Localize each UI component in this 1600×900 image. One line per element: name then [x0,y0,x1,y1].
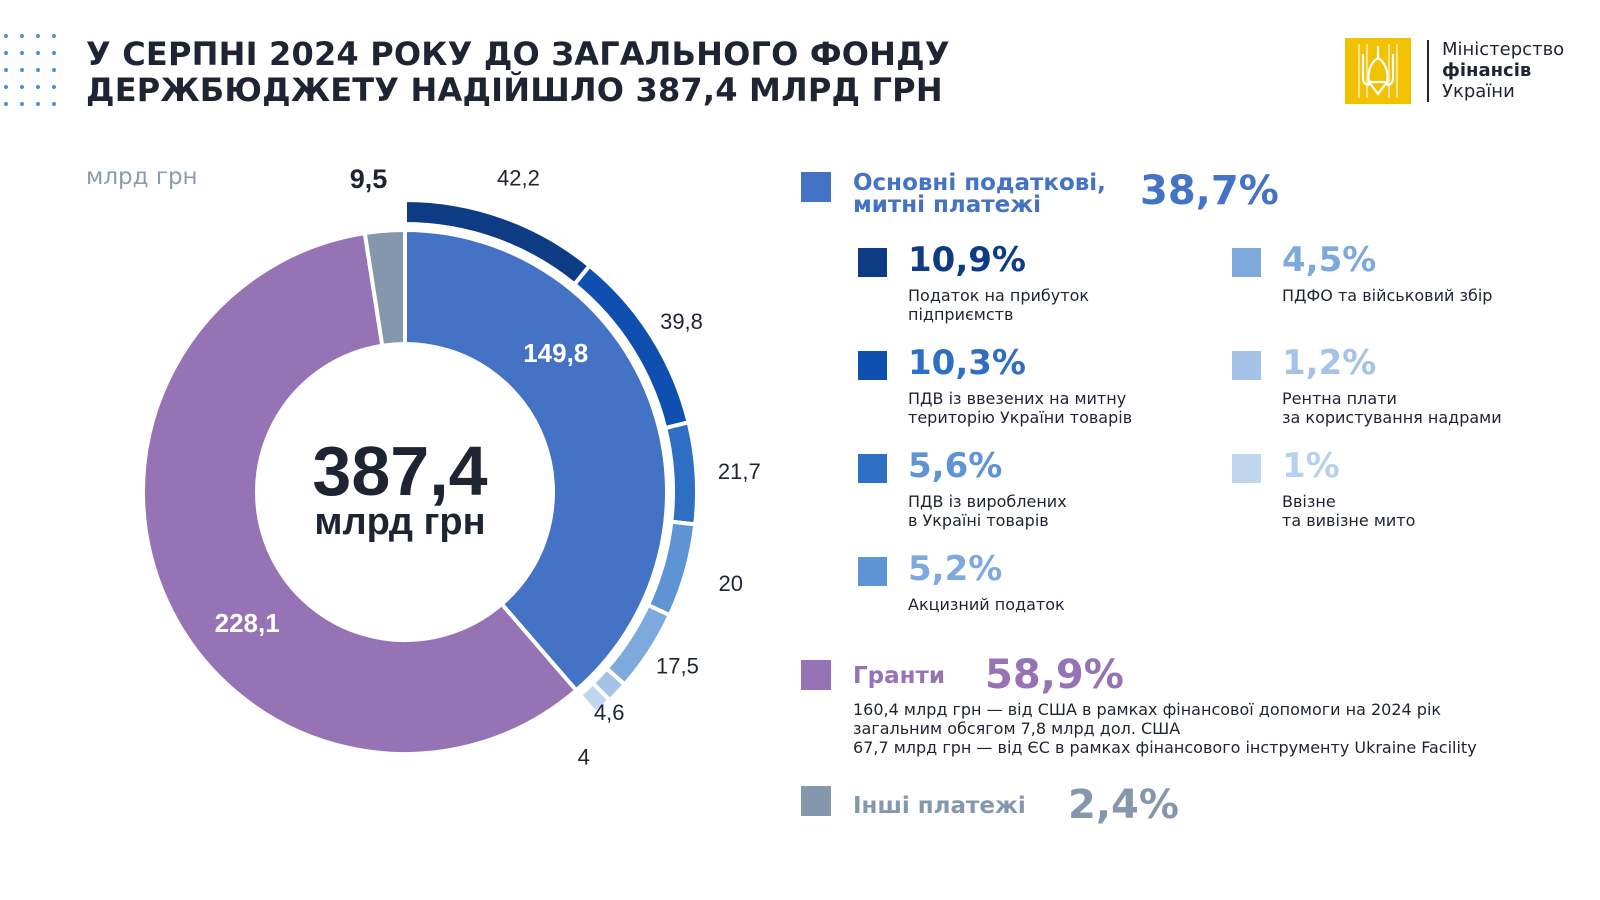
legend-pct-item-5: 1% [1282,446,1340,486]
legend-pct-item-1: 4,5% [1282,240,1377,280]
outer-label-0: 42,2 [497,166,540,191]
unit-label: млрд грн [86,164,198,190]
page-title: У СЕРПНІ 2024 РОКУ ДО ЗАГАЛЬНОГО ФОНДУ Д… [86,36,986,108]
legend-swatch-item-2 [858,351,887,380]
legend-pct-item-6: 5,2% [908,549,1003,589]
outer-slice-2 [663,420,699,527]
inner-slice-0 [403,228,669,693]
legend-desc-item-4-line-2: в Україні товарів [908,511,1049,530]
center-total-unit: млрд грн [314,501,485,543]
legend-pct-item-2: 10,3% [908,343,1026,383]
inner-slice-1 [141,231,579,756]
inner-label-2: 9,5 [350,164,388,194]
legend-desc-item-3-line-2: за користування надрами [1282,408,1502,427]
outer-slice-6 [578,681,612,716]
outer-label-2: 21,7 [718,459,761,484]
legend-swatch-item-1 [1232,248,1261,277]
donut-chart: 149,8 228,1 9,5 42,2 39,8 21,7 20 17,5 4,64 387,… [141,164,761,770]
legend-desc-item-6-line-1: Акцизний податок [908,595,1065,614]
center-total-value: 387,4 [312,432,487,510]
inner-label-1: 228,1 [215,608,280,638]
inner-label-0: 149,8 [523,338,588,368]
legend-label-main: Основні податкові, митні платежі [853,170,1106,218]
legend-pct-main: 38,7% [1140,168,1279,214]
inner-slice-2 [362,228,407,348]
legend-swatch-grants [801,660,831,690]
legend-desc-item-2-line-2: територію України товарів [908,408,1133,427]
legend-desc-item-3-line-1: Рентна плати [1282,389,1397,408]
legend-pct-item-4: 5,6% [908,446,1003,486]
legend-pct-grants: 58,9% [985,652,1124,698]
legend-desc-item-1-line-1: ПДФО та військовий збір [1282,286,1493,305]
logo-divider [1427,40,1429,102]
legend-swatch-item-5 [1232,454,1261,483]
legend-swatch-item-6 [858,557,887,586]
grants-note-2: загальним обсягом 7,8 млрд дол. США [853,719,1181,738]
inner-ring [141,228,669,756]
logo-text: Міністерство фінансів України [1442,39,1564,102]
legend-swatch-main [801,172,831,202]
legend-pct-item-0: 10,9% [908,240,1026,280]
legend-label-other: Інші платежі [853,793,1026,819]
decorative-dot-grid [0,34,62,114]
outer-label-5: 4,6 [594,700,625,725]
legend-pct-item-3: 1,2% [1282,343,1377,383]
ministry-logo: Міністерство фінансів України [1345,38,1595,108]
legend-swatch-other [801,786,831,816]
data-labels: 149,8 228,1 9,5 42,2 39,8 21,7 20 17,5 4,64 [215,164,761,770]
outer-label-6: 4 [578,745,590,770]
grants-note-3: 67,7 млрд грн — від ЄС в рамках фінансов… [853,738,1477,757]
legend-desc-item-5-line-1: Ввізне [1282,492,1336,511]
legend-desc-item-5-line-2: та вивізне мито [1282,511,1416,530]
grants-note-1: 160,4 млрд грн — від США в рамках фінанс… [853,700,1442,719]
outer-label-4: 17,5 [656,654,699,679]
legend-pct-other: 2,4% [1068,782,1179,828]
legend-desc-item-0-line-1: Податок на прибуток [908,286,1090,305]
logo-line-3: України [1442,81,1515,102]
title-line-2: ДЕРЖБЮДЖЕТУ НАДІЙШЛО 387,4 МЛРД ГРН [86,71,943,109]
legend-label-grants: Гранти [853,663,945,689]
outer-label-1: 39,8 [660,309,703,334]
legend-swatch-item-0 [858,248,887,277]
legend-desc-item-2-line-1: ПДВ із ввезених на митну [908,389,1127,408]
trident-emblem-icon [1345,38,1411,104]
legend-swatch-item-4 [858,454,887,483]
legend-label-main-line-2: митні платежі [853,192,1041,218]
legend-swatch-item-3 [1232,351,1261,380]
outer-ring [403,198,699,716]
logo-line-1: Міністерство [1442,39,1565,60]
title-line-1: У СЕРПНІ 2024 РОКУ ДО ЗАГАЛЬНОГО ФОНДУ [86,35,950,73]
outer-label-3: 20 [719,571,743,596]
legend-desc-item-4-line-1: ПДВ із вироблених [908,492,1067,511]
legend-desc-item-0-line-2: підприємств [908,305,1014,324]
legend-label-main-line-1: Основні податкові, [853,170,1106,196]
logo-line-2: фінансів [1442,60,1532,81]
